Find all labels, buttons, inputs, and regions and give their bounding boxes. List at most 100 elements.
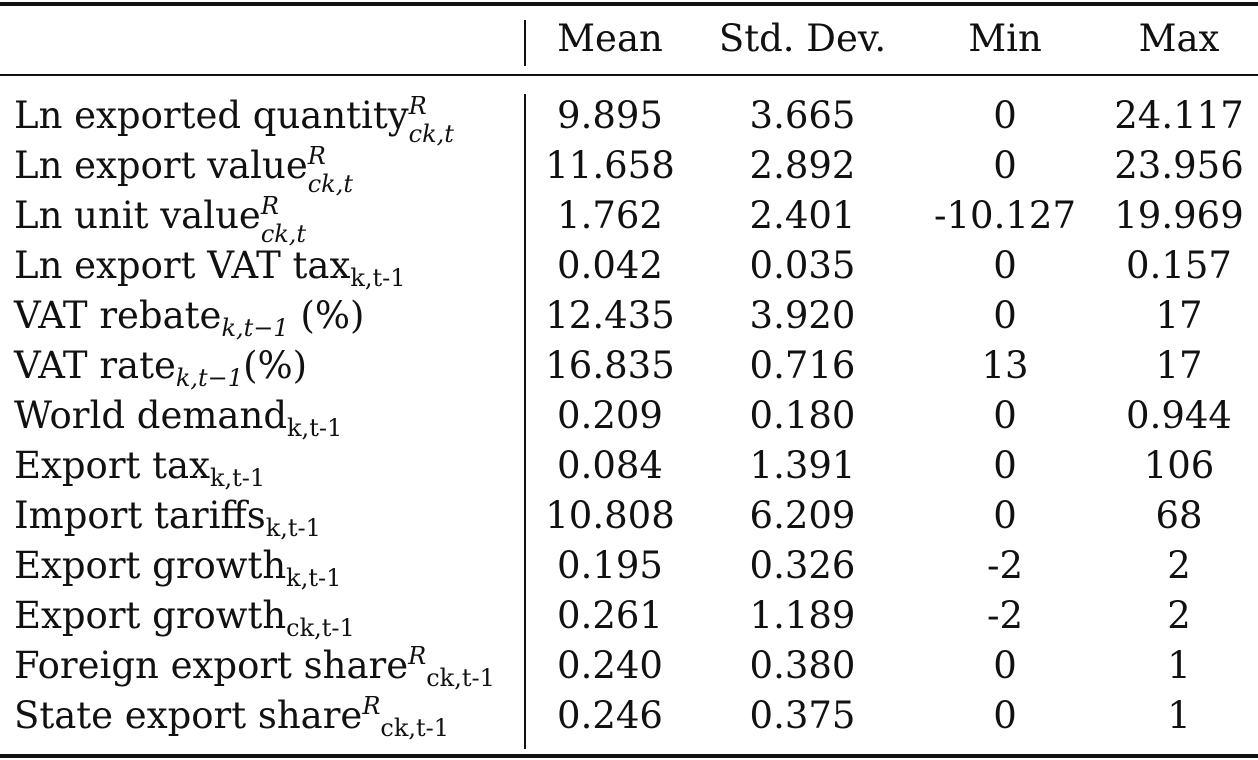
cell-max: 17: [1155, 294, 1203, 337]
row-label-subscript: k,t−1: [221, 314, 289, 342]
row-label-text: Ln export value: [14, 144, 308, 187]
row-label-subscript: k,t-1: [209, 464, 266, 492]
row-label-text: VAT rate: [14, 344, 176, 387]
cell-mean: 0.042: [557, 244, 663, 287]
row-label-subscript: ck,t-1: [286, 614, 355, 642]
row-label-text: State export share: [14, 694, 363, 737]
cell-mean: 1.762: [557, 194, 663, 237]
row-label-subscript: ck,t: [307, 170, 353, 198]
cell-std-dev: 0.035: [749, 244, 856, 287]
cell-std-dev: 3.665: [749, 94, 856, 137]
cell-min: 0: [993, 644, 1017, 687]
cell-std-dev: 0.716: [749, 344, 856, 387]
cell-std-dev: 1.391: [749, 444, 856, 487]
table-row: Export taxk,t-1 0.084 1.391 0 106: [0, 441, 1258, 491]
cell-max: 1: [1167, 644, 1191, 687]
cell-std-dev: 2.892: [749, 144, 856, 187]
cell-mean: 0.084: [557, 444, 663, 487]
cell-min: 13: [981, 344, 1029, 387]
row-label-text: Import tariffs: [14, 494, 266, 537]
cell-mean: 0.209: [557, 394, 663, 437]
cell-min: 0: [993, 694, 1017, 737]
body-column-divider: [524, 94, 526, 749]
table-row: VAT rebatek,t−1 (%) 12.435 3.920 0 17: [0, 291, 1258, 341]
row-label-subscript: k,t-1: [286, 564, 342, 592]
table-row: Import tariffsk,t-1 10.808 6.209 0 68: [0, 491, 1258, 541]
cell-min: 0: [993, 144, 1017, 187]
row-label-text: Export tax: [14, 444, 210, 487]
cell-max: 1: [1167, 694, 1191, 737]
row-label: Import tariffsk,t-1: [14, 491, 321, 541]
row-label-superscript: R: [408, 642, 427, 670]
table-row: Export growthck,t-1 0.261 1.189 -2 2: [0, 591, 1258, 641]
row-label: Ln export VAT taxk,t-1: [14, 241, 406, 291]
row-label-superscript: R: [260, 192, 279, 220]
row-label-text: Ln export VAT tax: [14, 244, 351, 287]
cell-max: 0.944: [1126, 394, 1232, 437]
cell-min: 0: [993, 394, 1017, 437]
row-label-superscript: R: [362, 692, 381, 720]
row-label-subscript: k,t-1: [265, 514, 321, 542]
cell-max: 106: [1143, 444, 1215, 487]
cell-std-dev: 0.326: [749, 544, 856, 587]
row-label: VAT ratek,t−1(%): [14, 341, 307, 391]
row-label-subscript: ck,t-1: [380, 714, 450, 742]
header-std-dev: Std. Dev.: [718, 17, 887, 60]
cell-max: 68: [1155, 494, 1203, 537]
row-label-superscript: R: [408, 92, 427, 120]
cell-max: 17: [1155, 344, 1203, 387]
cell-mean: 16.835: [545, 344, 675, 387]
row-label: Export growthck,t-1: [14, 591, 355, 641]
cell-min: -2: [986, 594, 1024, 637]
row-label-suffix: (%): [288, 294, 365, 337]
row-label-subscript: k,t-1: [287, 414, 343, 442]
cell-min: 0: [993, 244, 1017, 287]
bottom-rule: [0, 754, 1258, 758]
cell-max: 19.969: [1114, 194, 1244, 237]
cell-min: -10.127: [934, 194, 1076, 237]
table-row: Ln export VAT taxk,t-1 0.042 0.035 0 0.157: [0, 241, 1258, 291]
cell-mean: 0.195: [557, 544, 663, 587]
cell-mean: 0.261: [557, 594, 663, 637]
cell-max: 24.117: [1114, 94, 1244, 137]
row-label-text: Foreign export share: [14, 644, 409, 687]
cell-max: 2: [1167, 594, 1191, 637]
cell-min: 0: [993, 94, 1017, 137]
cell-max: 23.956: [1114, 144, 1244, 187]
cell-mean: 0.240: [557, 644, 663, 687]
cell-mean: 11.658: [545, 144, 675, 187]
header-min: Min: [968, 17, 1042, 60]
cell-min: 0: [993, 494, 1017, 537]
row-label-text: Ln exported quantity: [14, 94, 409, 137]
row-label-subscript: ck,t: [260, 220, 307, 248]
cell-mean: 12.435: [545, 294, 675, 337]
cell-min: -2: [986, 544, 1024, 587]
cell-mean: 10.808: [545, 494, 675, 537]
row-label-text: VAT rebate: [14, 294, 222, 337]
row-label-suffix: (%): [243, 344, 308, 387]
table-row: State export shareRck,t-1 0.246 0.375 0 1: [0, 691, 1258, 741]
row-label: Foreign export shareRck,t-1: [14, 641, 495, 691]
row-label: Export taxk,t-1: [14, 441, 265, 491]
row-label-superscript: R: [307, 142, 326, 170]
cell-max: 0.157: [1126, 244, 1232, 287]
cell-std-dev: 3.920: [749, 294, 856, 337]
cell-std-dev: 0.375: [749, 694, 856, 737]
row-label-text: Export growth: [14, 594, 287, 637]
cell-max: 2: [1167, 544, 1191, 587]
cell-std-dev: 6.209: [749, 494, 856, 537]
row-label-subscript: ck,t: [408, 120, 454, 148]
row-label-subscript: k,t-1: [350, 264, 406, 292]
table-row: World demandk,t-1 0.209 0.180 0 0.944: [0, 391, 1258, 441]
row-label-subscript: k,t−1: [175, 364, 244, 392]
table-row: Export growthk,t-1 0.195 0.326 -2 2: [0, 541, 1258, 591]
row-label: World demandk,t-1: [14, 391, 342, 441]
cell-mean: 9.895: [557, 94, 663, 137]
header-mean: Mean: [557, 17, 663, 60]
